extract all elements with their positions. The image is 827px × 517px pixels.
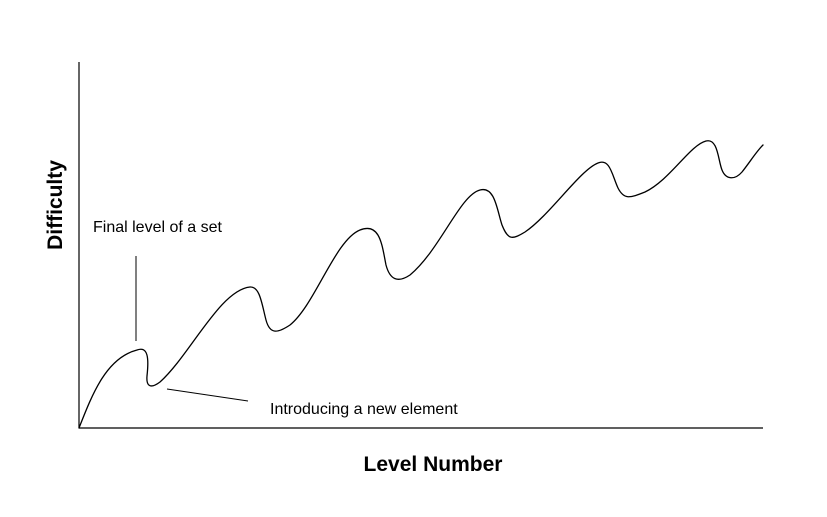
difficulty-curve <box>78 140 764 429</box>
x-axis-title: Level Number <box>364 453 503 476</box>
y-axis-title: Difficulty <box>44 160 67 250</box>
peak-annotation: Final level of a set <box>93 219 223 236</box>
dip-annotation: Introducing a new element <box>270 401 458 418</box>
dip-leader-line <box>166 388 249 402</box>
